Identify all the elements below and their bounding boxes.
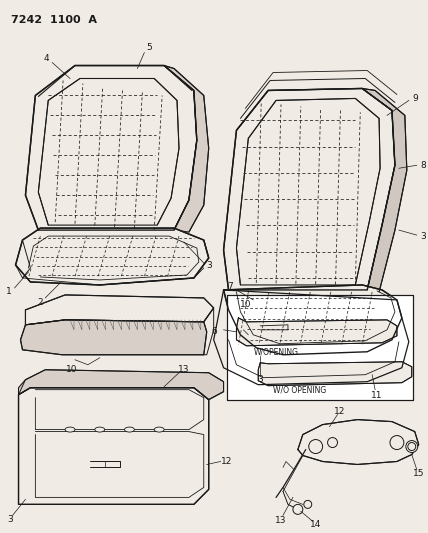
Text: 14: 14 — [310, 520, 321, 529]
Text: 3: 3 — [8, 515, 13, 524]
Text: 5: 5 — [146, 43, 152, 52]
Text: 2: 2 — [38, 298, 43, 308]
Circle shape — [309, 440, 323, 454]
Polygon shape — [236, 318, 397, 346]
Polygon shape — [223, 88, 395, 290]
Polygon shape — [298, 419, 419, 464]
Polygon shape — [25, 295, 214, 325]
Ellipse shape — [154, 427, 164, 432]
Text: 3: 3 — [421, 231, 426, 240]
Circle shape — [390, 435, 404, 449]
Ellipse shape — [65, 427, 75, 432]
Text: 13: 13 — [178, 365, 190, 374]
Ellipse shape — [125, 427, 134, 432]
Polygon shape — [15, 228, 209, 285]
Text: 13: 13 — [275, 516, 287, 525]
Circle shape — [327, 438, 338, 448]
Text: 7: 7 — [228, 282, 233, 292]
Text: 3: 3 — [206, 261, 211, 270]
Text: 12: 12 — [334, 407, 345, 416]
Polygon shape — [39, 78, 179, 225]
Text: 1: 1 — [6, 287, 12, 296]
Circle shape — [406, 441, 418, 453]
Polygon shape — [223, 285, 402, 355]
Polygon shape — [164, 66, 209, 232]
Polygon shape — [236, 99, 380, 285]
Text: 10: 10 — [66, 365, 78, 374]
Text: W/OPENING: W/OPENING — [253, 348, 298, 356]
Circle shape — [293, 504, 303, 514]
Text: 12: 12 — [221, 457, 232, 466]
Text: 8: 8 — [421, 161, 426, 170]
Circle shape — [408, 442, 416, 450]
Text: 4: 4 — [44, 54, 49, 63]
Polygon shape — [21, 320, 207, 355]
Text: 6: 6 — [211, 327, 217, 336]
Text: 7242  1100  A: 7242 1100 A — [11, 15, 97, 25]
Polygon shape — [25, 66, 197, 230]
Polygon shape — [226, 295, 413, 400]
Polygon shape — [362, 88, 407, 292]
Ellipse shape — [95, 427, 105, 432]
Circle shape — [304, 500, 312, 508]
Text: 9: 9 — [413, 94, 419, 103]
Polygon shape — [258, 362, 412, 386]
Text: W/O OPENING: W/O OPENING — [273, 385, 326, 394]
Text: 3: 3 — [257, 375, 263, 384]
Polygon shape — [18, 370, 223, 400]
Polygon shape — [18, 387, 209, 504]
Text: 15: 15 — [413, 469, 425, 478]
Text: 11: 11 — [372, 391, 383, 400]
Text: 10: 10 — [241, 301, 252, 309]
